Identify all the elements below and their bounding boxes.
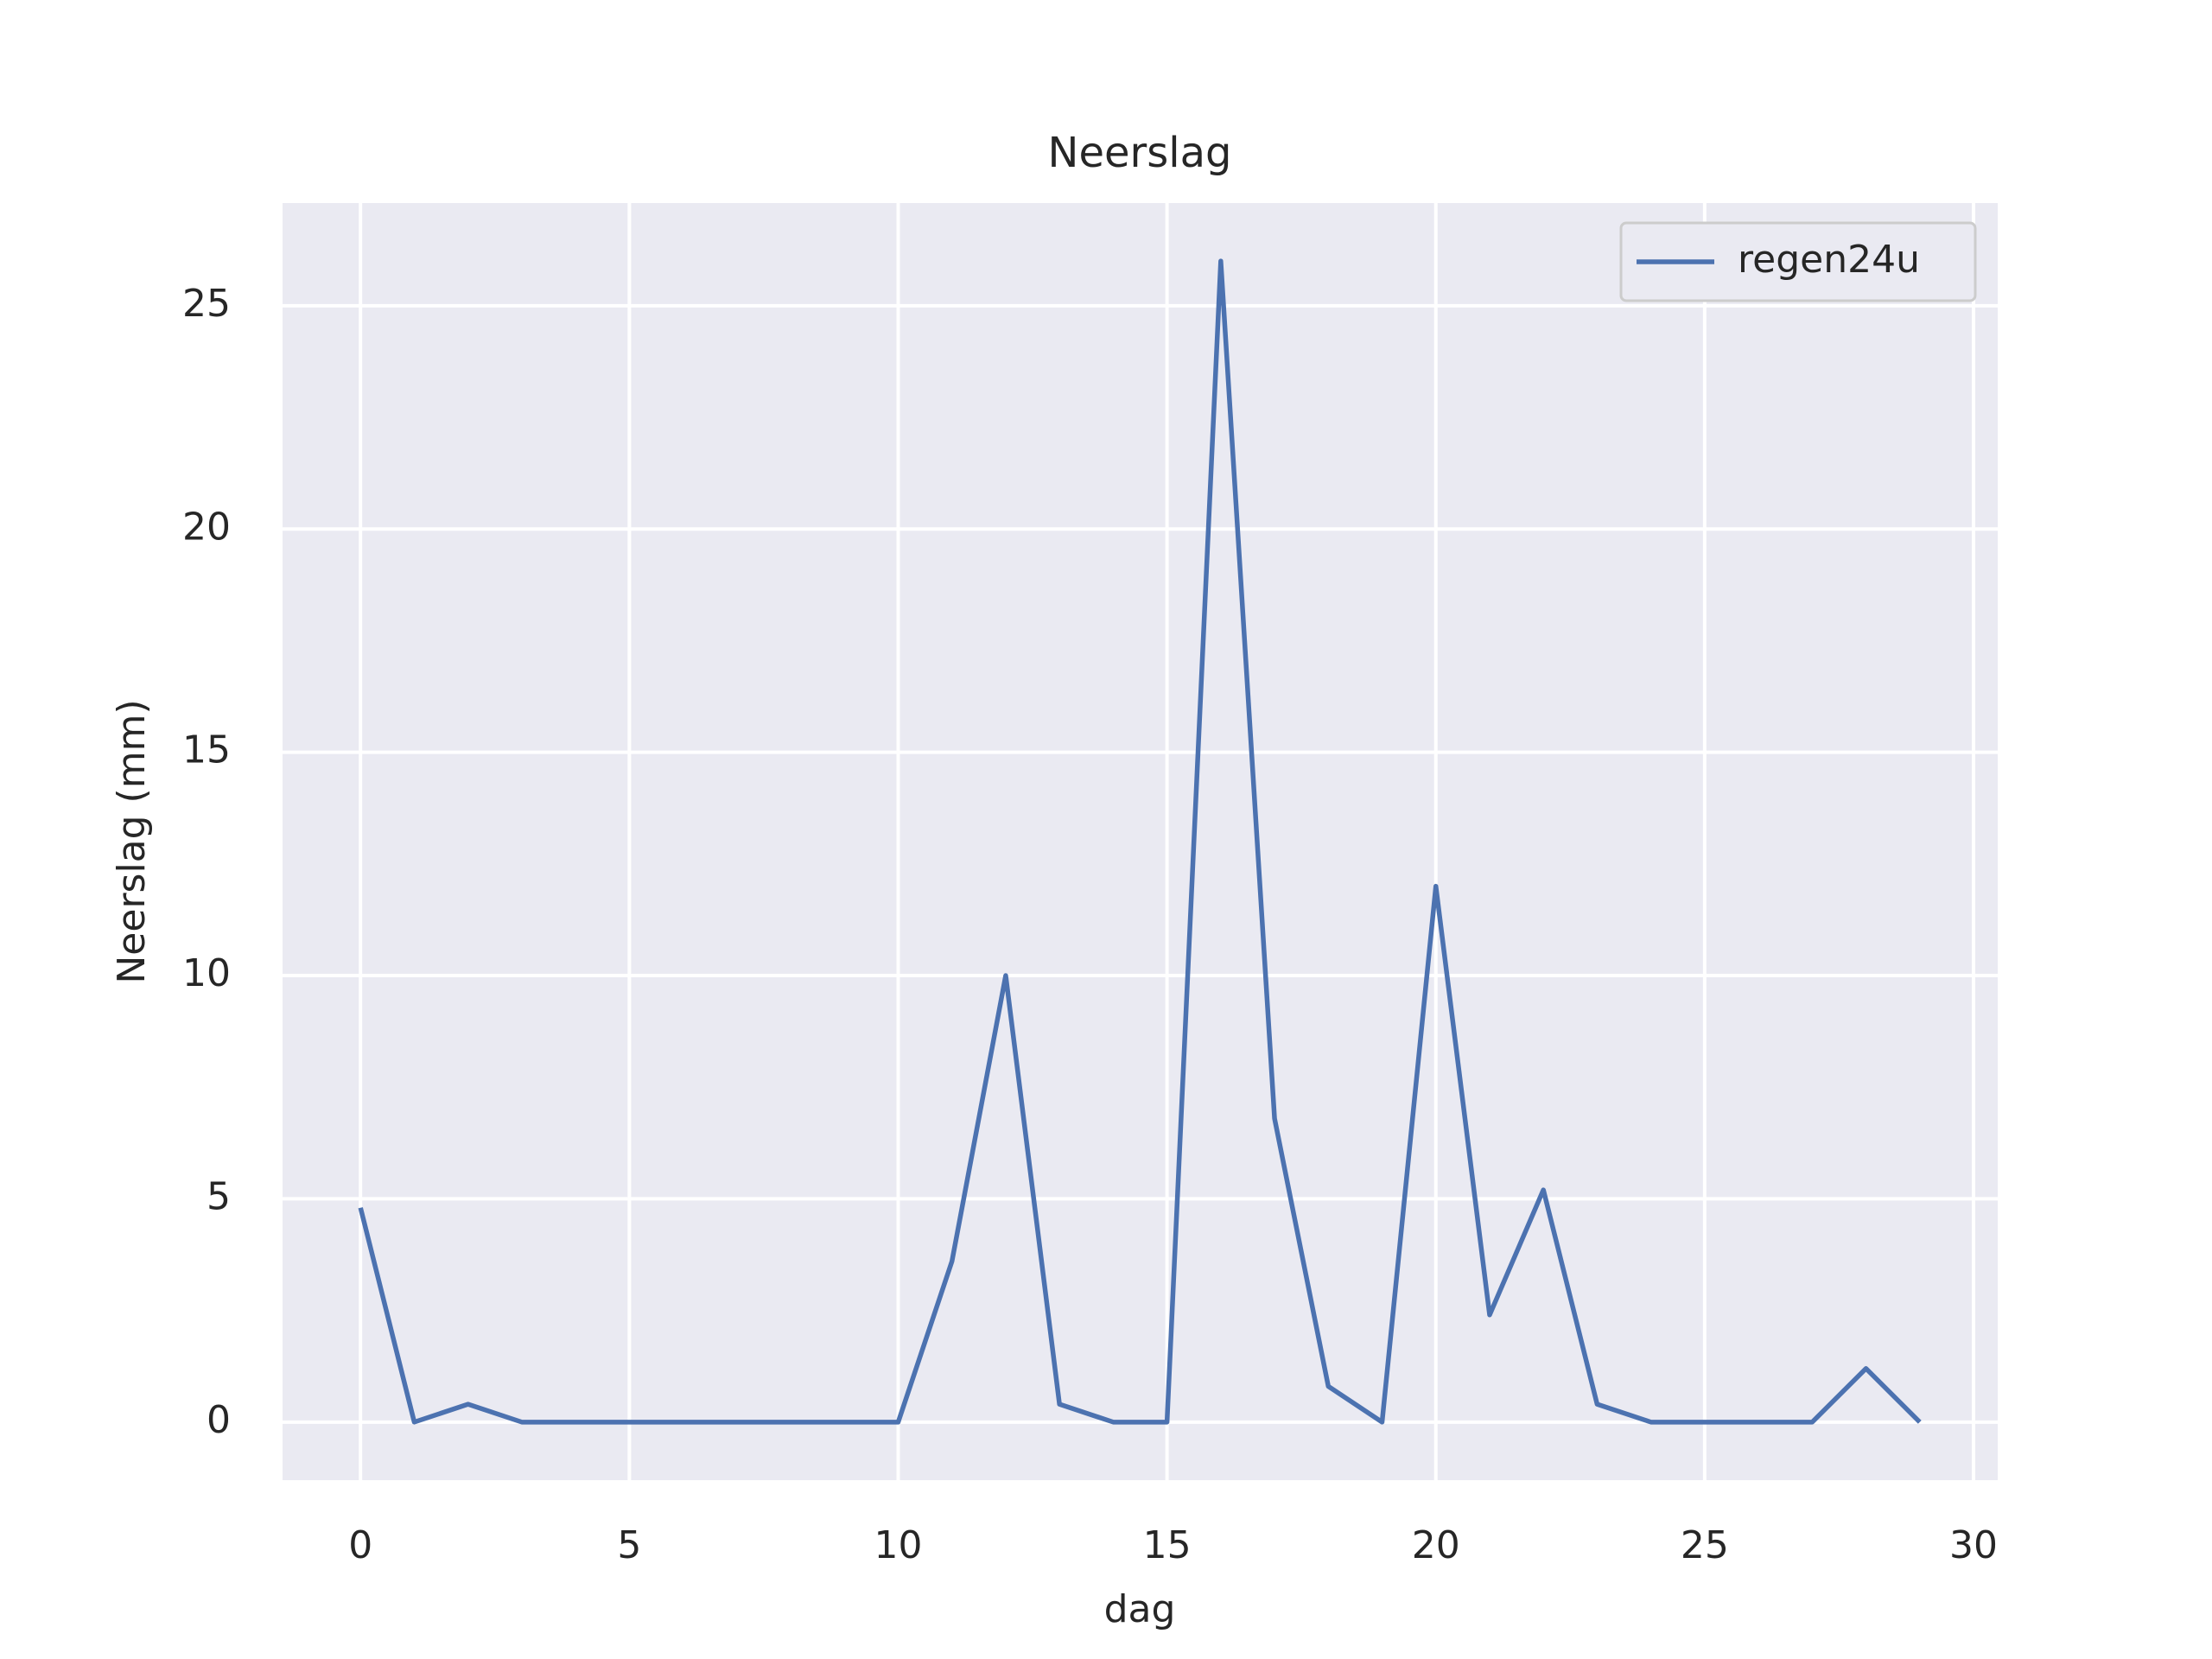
plot-area	[283, 203, 1998, 1480]
y-tick-label: 15	[182, 728, 231, 772]
y-tick-label: 20	[182, 505, 231, 549]
x-tick-label: 10	[874, 1523, 922, 1567]
x-tick-label: 5	[617, 1523, 641, 1567]
data-line	[358, 258, 1922, 1425]
y-axis-label: Neerslag (mm)	[110, 699, 154, 983]
x-tick-label: 25	[1681, 1523, 1729, 1567]
y-tick-label: 10	[182, 951, 231, 995]
y-tick-label: 0	[207, 1398, 231, 1442]
x-tick-label: 0	[348, 1523, 372, 1567]
legend-label: regen24u	[1738, 238, 1920, 282]
x-axis-label: dag	[1104, 1587, 1176, 1631]
y-tick-label: 5	[207, 1174, 231, 1218]
x-tick-label: 20	[1412, 1523, 1460, 1567]
grid	[283, 203, 1998, 1480]
chart-title: Neerslag	[1048, 129, 1232, 177]
y-tick-label: 25	[182, 282, 231, 326]
x-tick-label: 30	[1949, 1523, 1998, 1567]
legend-box	[1619, 221, 1977, 302]
x-tick-label: 15	[1143, 1523, 1192, 1567]
